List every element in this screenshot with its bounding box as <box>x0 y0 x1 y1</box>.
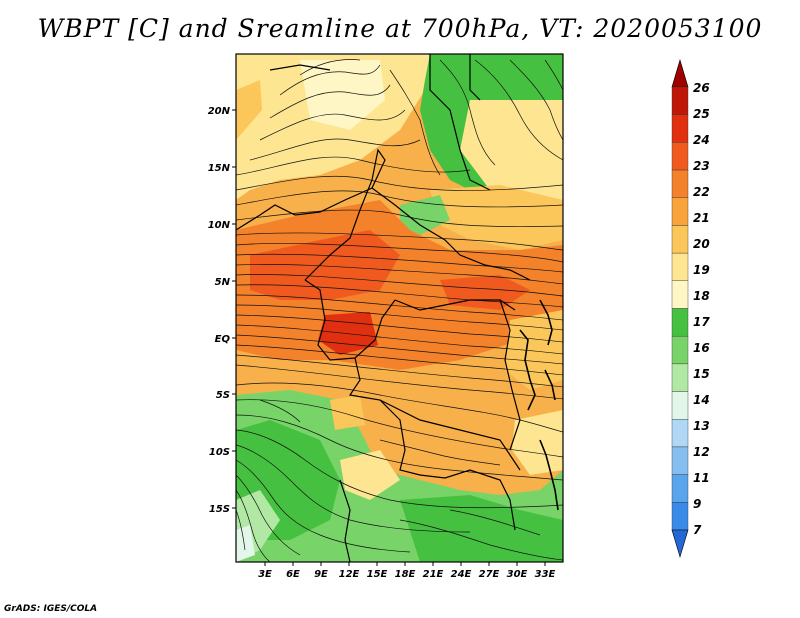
streamlines <box>236 59 563 562</box>
grads-credit: GrADS: IGES/COLA <box>4 604 98 614</box>
colorbar: 26 25 24 23 22 21 20 19 18 17 16 15 14 1… <box>671 58 710 559</box>
colorbar-cell <box>671 142 689 171</box>
colorbar-label-19: 19 <box>693 263 710 277</box>
colorbar-label-16: 16 <box>693 341 710 355</box>
map-title: WBPT [C] and Sreamline at 700hPa, VT: 20… <box>37 14 763 43</box>
colorbar-cell <box>671 474 689 503</box>
lon-label-6e: 6E <box>286 569 300 580</box>
colorbar-cells <box>671 86 689 531</box>
colorbar-cell <box>671 169 689 198</box>
colorbar-label-13: 13 <box>693 419 710 433</box>
colorbar-label-26: 26 <box>693 81 710 95</box>
colorbar-label-20: 20 <box>693 237 710 251</box>
colorbar-label-11: 11 <box>693 471 710 485</box>
colorbar-label-24: 24 <box>693 133 710 147</box>
colorbar-label-18: 18 <box>693 289 710 303</box>
colorbar-label-15: 15 <box>693 367 710 381</box>
colorbar-label-23: 23 <box>693 159 710 173</box>
lon-label-24e: 24E <box>451 569 472 580</box>
colorbar-cell <box>671 308 689 337</box>
lat-label-5s: 5S <box>216 390 230 401</box>
lat-label-15s: 15S <box>209 504 230 515</box>
lon-axis: 3E 6E 9E 12E 15E 18E 21E 24E 27E 30E 33E <box>258 562 556 580</box>
colorbar-cell <box>671 114 689 143</box>
lon-label-9e: 9E <box>314 569 328 580</box>
lon-label-21e: 21E <box>423 569 444 580</box>
colorbar-cell <box>671 502 689 531</box>
map-field <box>236 54 563 562</box>
colorbar-label-17: 17 <box>693 315 710 329</box>
lat-label-10s: 10S <box>209 447 230 458</box>
country-borders <box>236 54 531 562</box>
colorbar-cell <box>671 280 689 309</box>
colorbar-label-12: 12 <box>693 445 710 459</box>
lon-label-30e: 30E <box>507 569 528 580</box>
colorbar-cell <box>671 391 689 420</box>
colorbar-label-22: 22 <box>693 185 710 199</box>
lat-label-5n: 5N <box>215 277 231 288</box>
lat-axis: 20N 15N 10N 5N EQ 5S 10S 15S <box>208 106 236 515</box>
colorbar-label-14: 14 <box>693 393 710 407</box>
colorbar-label-25: 25 <box>693 107 710 121</box>
colorbar-cell <box>671 225 689 254</box>
colorbar-bottom-arrow <box>671 529 689 559</box>
lat-label-10n: 10N <box>208 220 231 231</box>
colorbar-cell <box>671 252 689 282</box>
colorbar-cell <box>671 419 689 448</box>
lat-label-20n: 20N <box>208 106 231 117</box>
colorbar-cell <box>671 363 689 392</box>
lon-label-15e: 15E <box>367 569 388 580</box>
lon-label-18e: 18E <box>395 569 416 580</box>
colorbar-cell <box>671 86 689 115</box>
coastline <box>519 299 559 511</box>
colorbar-cell <box>671 335 689 365</box>
lon-label-33e: 33E <box>535 569 556 580</box>
colorbar-label-21: 21 <box>693 211 710 225</box>
map-frame <box>235 53 564 563</box>
colorbar-label-7: 7 <box>693 523 702 537</box>
lon-label-12e: 12E <box>339 569 360 580</box>
lon-label-3e: 3E <box>258 569 272 580</box>
lat-label-15n: 15N <box>208 163 231 174</box>
lat-label-eq: EQ <box>215 334 231 345</box>
colorbar-label-9: 9 <box>693 497 701 511</box>
colorbar-top-arrow <box>671 58 689 88</box>
colorbar-cell <box>671 197 689 226</box>
colorbar-cell <box>671 446 689 475</box>
lon-label-27e: 27E <box>479 569 500 580</box>
